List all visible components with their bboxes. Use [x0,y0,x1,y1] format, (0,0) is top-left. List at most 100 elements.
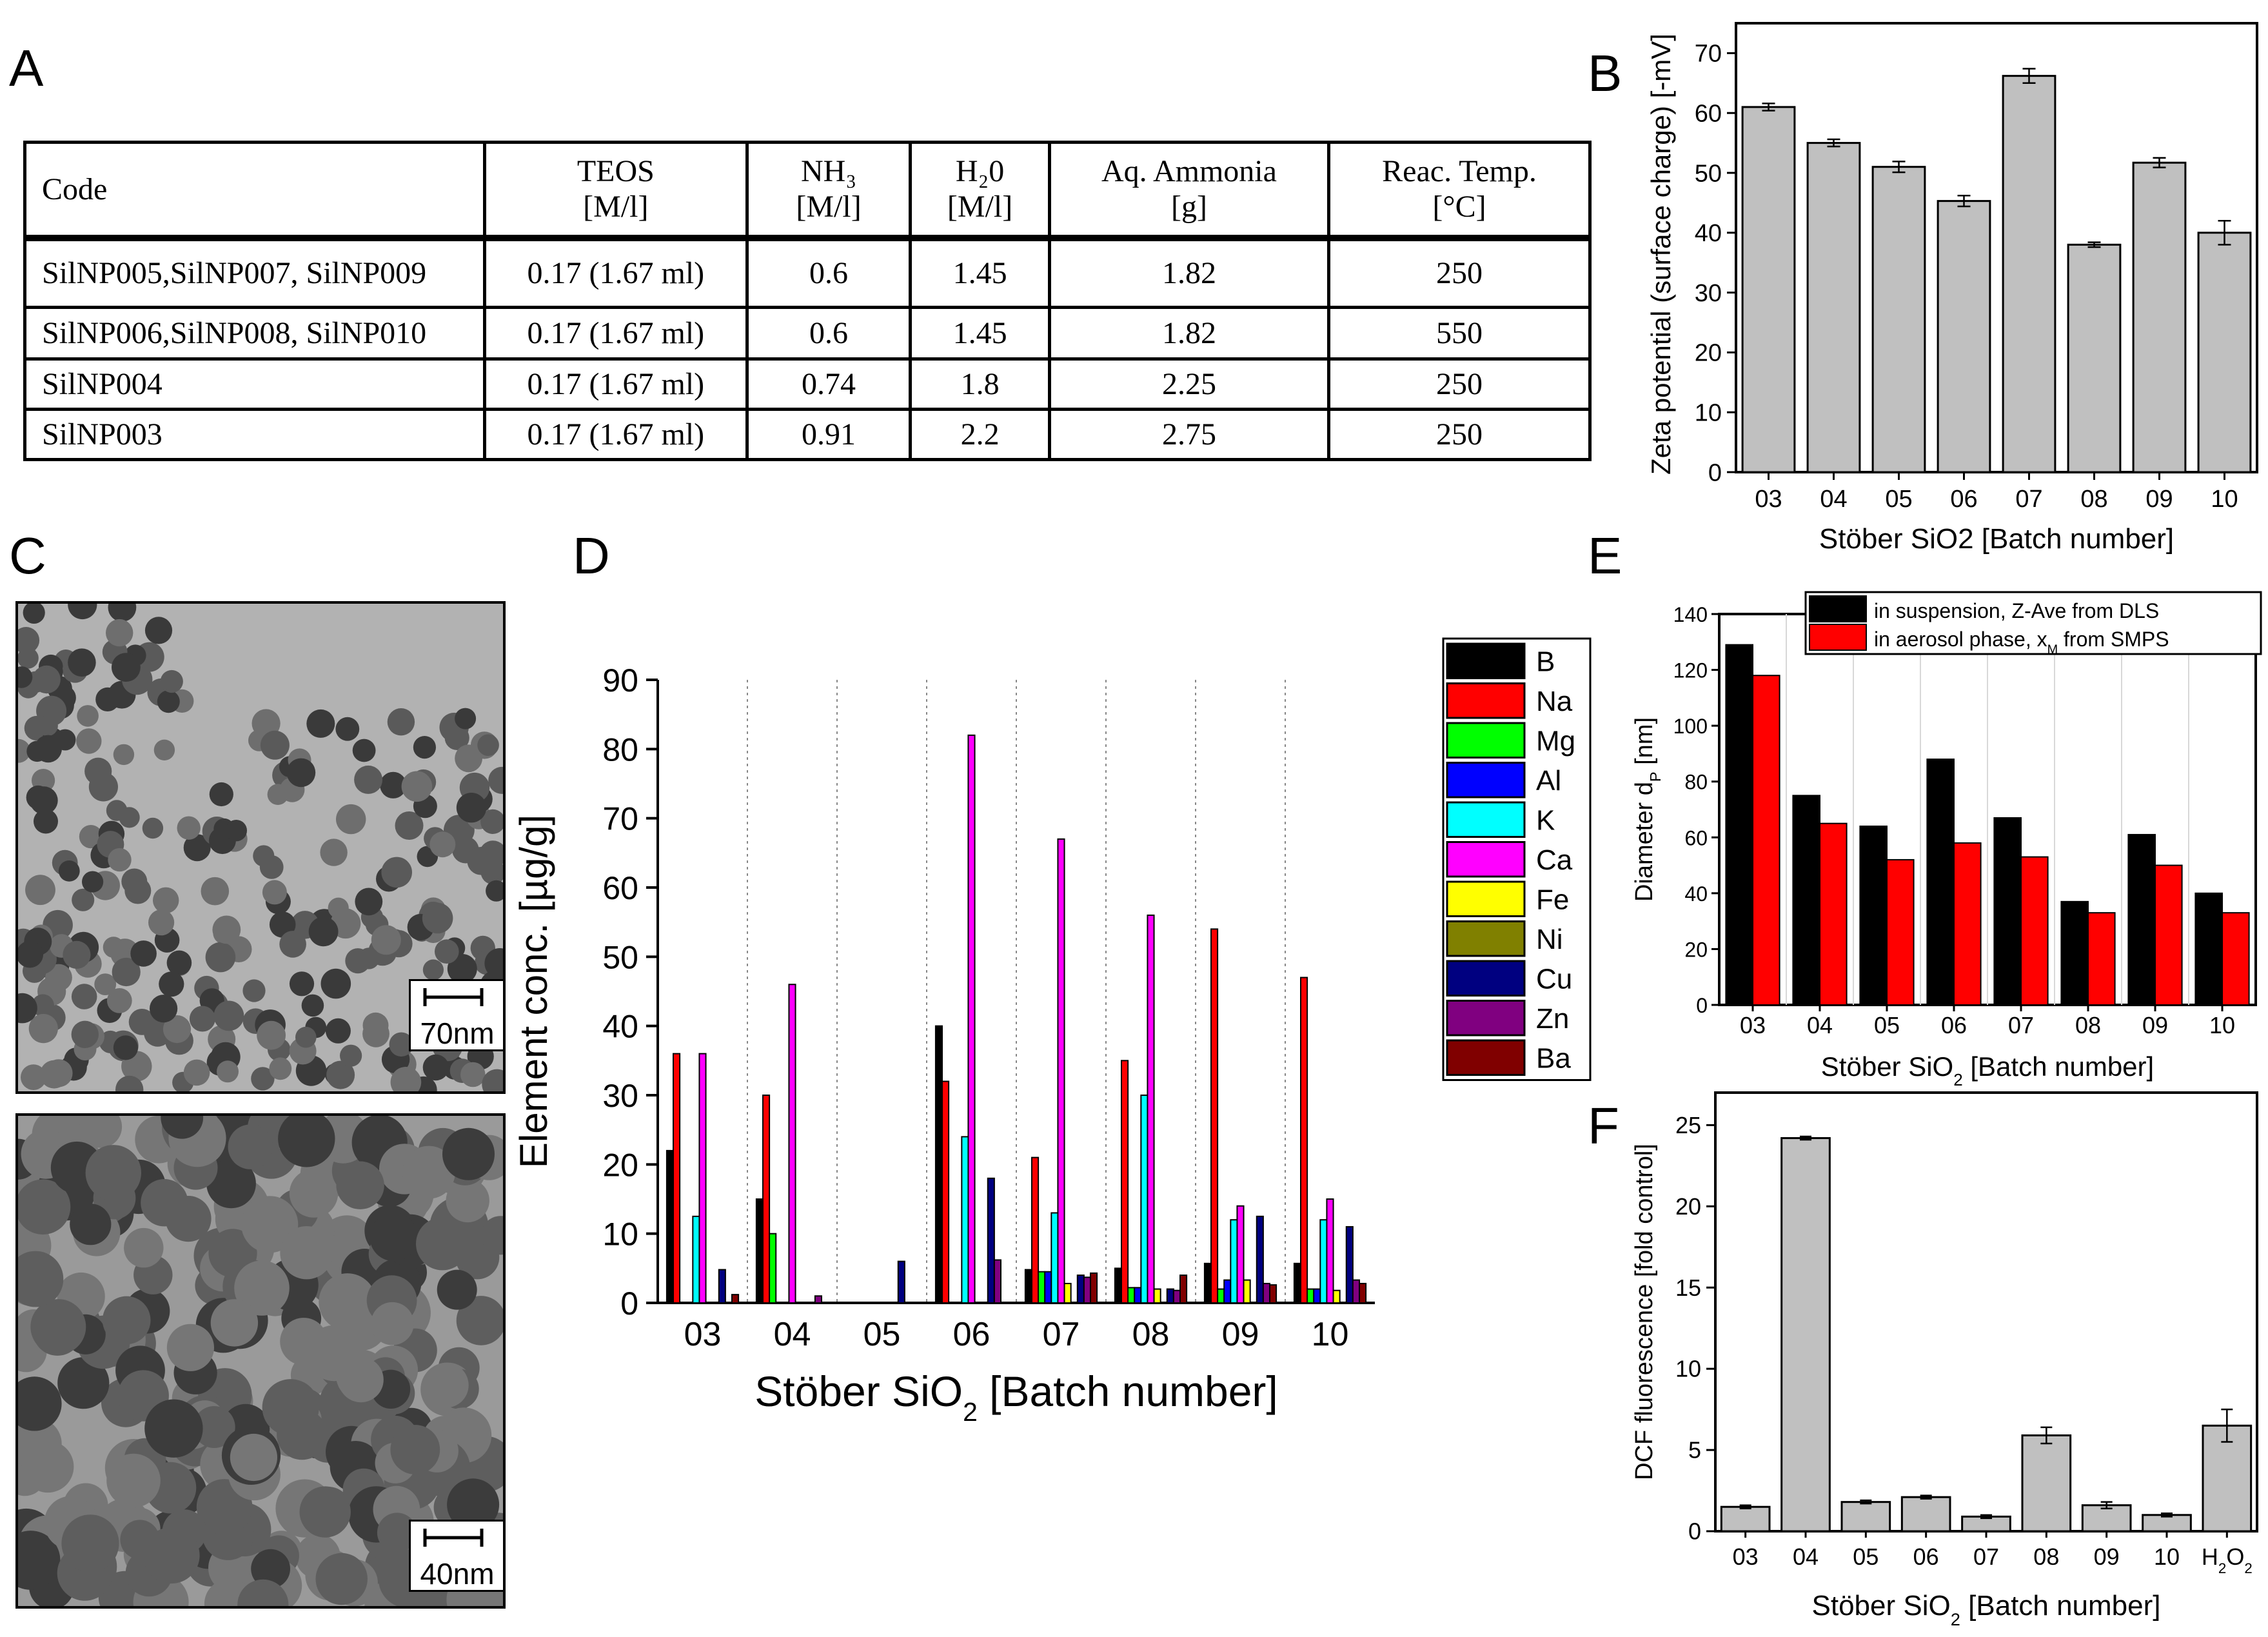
bar-suspension [1993,817,2022,1006]
header-h2o: H₂0 [M/l] [909,141,1051,241]
scale-bar-top: 70nm [409,979,503,1051]
particle [237,1579,289,1606]
x-tick-label: 05 [863,1316,901,1353]
bar-suspension [1792,795,1820,1006]
y-tick-label: 70 [602,801,638,837]
particle [299,1486,351,1538]
particle [124,1227,164,1268]
legend-swatch [1809,624,1867,651]
particle [177,816,201,840]
panel-letter-e: E [1588,527,1622,584]
particle [206,1158,256,1209]
x-tick-label: 05 [1874,1012,1900,1038]
table-cell: 250 [1327,408,1592,461]
bar-k [1050,1212,1059,1304]
bar-cu [897,1260,905,1304]
legend-swatch [1446,920,1526,957]
particle [401,771,433,802]
table-cell: 0.17 (1.67 ml) [482,306,749,361]
x-tick-label-part: 2 [2244,1560,2252,1576]
particle [70,1204,112,1245]
bar [2197,232,2252,473]
x-axis-label-part: Stöber SiO [754,1367,963,1415]
particle [148,909,175,936]
bar [1900,1496,1951,1533]
bar [1720,1505,1771,1533]
y-tick-label: 20 [1684,938,1708,961]
particle [352,739,376,762]
table-cell: 0.17 (1.67 ml) [482,236,749,309]
particle [58,860,80,882]
x-tick-label: 05 [1885,486,1912,513]
particle [320,968,351,999]
y-tick-label: 140 [1673,603,1708,626]
particle [371,1302,414,1345]
x-tick-label: 09 [2142,1012,2168,1038]
legend-swatch [1446,880,1526,917]
bar-na [1121,1060,1129,1304]
bar-mg [1307,1288,1315,1304]
bar-ba [1179,1275,1188,1304]
particle [120,1520,160,1560]
x-axis-label-part: Stöber SiO [1812,1590,1951,1622]
x-tick-label: 09 [2094,1543,2120,1570]
particle [21,1064,46,1090]
particle [68,604,97,620]
particle [257,1020,286,1050]
bar [2002,75,2056,473]
particle [106,1453,161,1508]
particle [259,855,284,879]
particle [124,877,152,904]
particle [102,1296,151,1345]
particle [422,902,453,934]
particle [141,1179,188,1227]
particle [130,940,157,967]
particle [212,915,241,944]
x-tick-label: 08 [2080,486,2107,513]
y-tick-label: 40 [1684,882,1708,906]
particle [481,1216,503,1255]
bar-aerosol [1819,822,1848,1006]
particle [336,804,366,835]
bar-na [762,1095,771,1304]
table-row: SilNP003 0.17 (1.67 ml) 0.91 2.2 2.75 25… [23,408,1592,461]
y-tick-label: 20 [1695,340,1722,367]
bar [2132,161,2187,473]
particle [277,1409,328,1460]
bar [1741,106,1796,473]
bar-b [1203,1262,1212,1304]
bar-na [1031,1156,1040,1304]
legend-label: Na [1536,686,1573,717]
particle [278,1116,335,1167]
y-tick-label: 0 [1688,1518,1701,1545]
header-nh3: NH₃ [M/l] [745,141,912,241]
x-axis-label: Stöber SiO2 [Batch number] [1812,1590,2161,1629]
x-tick-label: 05 [1853,1543,1878,1570]
bar-mg [1038,1271,1046,1304]
x-tick-label: 09 [1222,1316,1259,1353]
table-cell: SilNP005,SilNP007, SilNP009 [23,236,486,309]
particle [280,1226,333,1280]
bar [1780,1137,1831,1533]
particle [477,734,499,756]
bar-mg [769,1233,777,1304]
x-tick-label: 03 [1733,1543,1759,1570]
particle [340,1044,362,1067]
particle [295,1026,317,1048]
bar-cu [987,1177,995,1304]
particle [289,971,315,997]
particle [480,809,503,834]
particle [328,897,349,918]
particle [108,848,132,872]
bar-b [1293,1262,1302,1304]
legend-swatch [1446,762,1526,799]
y-tick-label: 100 [1673,715,1708,738]
table-header-row: Code TEOS [M/l] NH₃ [M/l] H₂0 [M/l] Aq. Amm… [23,141,1592,241]
bar [2067,243,2122,473]
particle [482,1069,503,1091]
bar-aerosol [1752,675,1780,1006]
x-axis-label-part: [Batch number] [978,1367,1278,1415]
particle [71,1020,99,1048]
bar-k [1319,1219,1328,1304]
y-tick-label: 30 [602,1078,638,1114]
